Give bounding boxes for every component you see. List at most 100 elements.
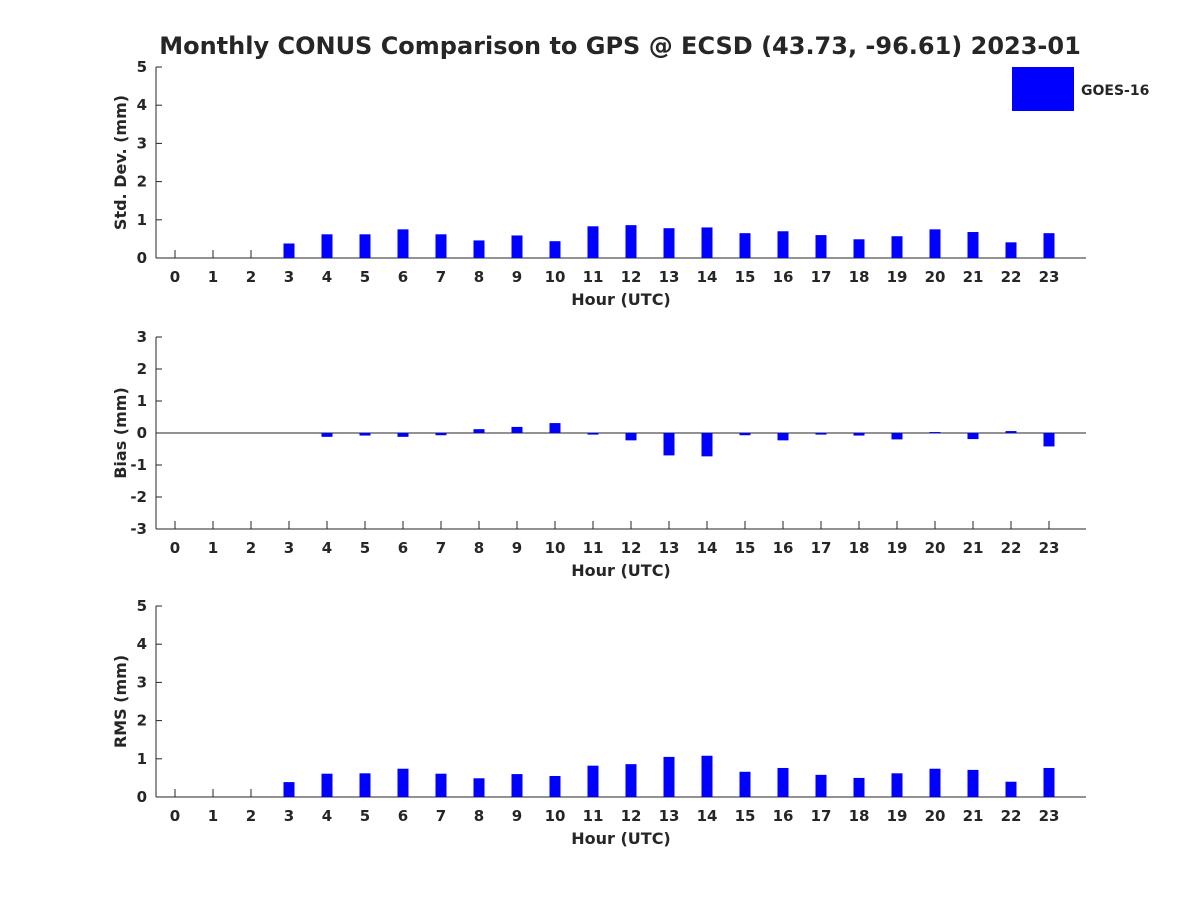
legend-swatch: [1012, 67, 1074, 111]
x-tick-label: 16: [773, 807, 794, 825]
x-tick-label: 6: [398, 268, 408, 286]
x-tick-label: 12: [621, 539, 642, 557]
bar-hour-5: [359, 773, 371, 797]
x-tick-label: 7: [436, 268, 446, 286]
bar-hour-14: [701, 433, 713, 457]
bar-hour-14: [701, 227, 713, 258]
bar-hour-10: [549, 775, 561, 797]
bar-hour-4: [321, 433, 333, 437]
bar-hour-7: [435, 433, 447, 436]
bar-hour-19: [891, 236, 903, 258]
x-tick-label: 8: [474, 268, 484, 286]
x-tick-label: 0: [170, 268, 180, 286]
legend-label: GOES-16: [1081, 83, 1149, 99]
bar-hour-20: [929, 432, 941, 434]
x-tick-label: 15: [735, 539, 756, 557]
bar-hour-18: [853, 777, 865, 797]
bar-hour-3: [283, 243, 295, 258]
x-tick-label: 13: [659, 268, 680, 286]
bar-hour-9: [511, 426, 523, 433]
bar-hour-20: [929, 768, 941, 797]
x-tick-label: 22: [1001, 268, 1022, 286]
x-tick-label: 17: [811, 268, 832, 286]
bar-hour-4: [321, 773, 333, 797]
x-tick-label: 18: [849, 807, 870, 825]
y-tick-label: 3: [137, 673, 147, 691]
x-tick-label: 11: [583, 807, 604, 825]
y-tick-label: 5: [137, 58, 147, 76]
bar-hour-8: [473, 429, 485, 433]
bar-hour-12: [625, 433, 637, 441]
bar-hour-6: [397, 229, 409, 258]
x-tick-label: 10: [545, 539, 566, 557]
x-tick-label: 8: [474, 539, 484, 557]
x-tick-label: 12: [621, 807, 642, 825]
y-tick-label: 4: [137, 635, 147, 653]
x-tick-label: 18: [849, 539, 870, 557]
x-tick-label: 20: [925, 539, 946, 557]
x-tick-label: 19: [887, 807, 908, 825]
x-tick-label: 20: [925, 807, 946, 825]
x-axis-label: Hour (UTC): [571, 561, 671, 580]
bar-hour-23: [1043, 233, 1055, 258]
bar-hour-7: [435, 234, 447, 258]
y-tick-label: 0: [137, 249, 147, 267]
bar-hour-21: [967, 232, 979, 258]
y-tick-label: 1: [137, 211, 147, 229]
x-tick-label: 1: [208, 807, 218, 825]
x-tick-label: 21: [963, 539, 984, 557]
x-tick-label: 23: [1039, 807, 1060, 825]
y-tick-label: 2: [137, 712, 147, 730]
bar-hour-9: [511, 235, 523, 258]
x-tick-label: 5: [360, 539, 370, 557]
y-axis-label: Std. Dev. (mm): [111, 95, 130, 230]
bar-hour-9: [511, 774, 523, 797]
x-tick-label: 13: [659, 539, 680, 557]
bar-hour-17: [815, 433, 827, 435]
x-tick-label: 10: [545, 268, 566, 286]
x-tick-label: 23: [1039, 539, 1060, 557]
bar-hour-5: [359, 433, 371, 436]
bar-hour-15: [739, 771, 751, 797]
legend: GOES-16: [1012, 67, 1149, 111]
x-axis-label: Hour (UTC): [571, 829, 671, 848]
x-tick-label: 1: [208, 268, 218, 286]
y-tick-label: 0: [137, 788, 147, 806]
y-tick-label: 2: [137, 360, 147, 378]
x-tick-label: 14: [697, 539, 718, 557]
bar-hour-5: [359, 234, 371, 258]
x-tick-label: 0: [170, 807, 180, 825]
x-tick-label: 9: [512, 539, 522, 557]
bar-hour-11: [587, 433, 599, 435]
x-tick-label: 3: [284, 268, 294, 286]
y-tick-label: -1: [130, 456, 147, 474]
bar-hour-8: [473, 778, 485, 797]
bar-hour-18: [853, 239, 865, 258]
bar-hour-17: [815, 235, 827, 258]
y-tick-label: -3: [130, 520, 147, 538]
bar-hour-21: [967, 433, 979, 440]
x-tick-label: 2: [246, 539, 256, 557]
x-tick-label: 15: [735, 268, 756, 286]
bar-hour-23: [1043, 433, 1055, 447]
bar-hour-19: [891, 773, 903, 797]
x-tick-label: 19: [887, 268, 908, 286]
x-tick-label: 6: [398, 539, 408, 557]
bar-hour-14: [701, 755, 713, 797]
y-axis-label: Bias (mm): [111, 387, 130, 479]
y-tick-label: -2: [130, 488, 147, 506]
x-tick-label: 12: [621, 268, 642, 286]
x-tick-label: 11: [583, 539, 604, 557]
x-tick-label: 7: [436, 807, 446, 825]
x-tick-label: 2: [246, 807, 256, 825]
bar-hour-10: [549, 241, 561, 258]
x-tick-label: 21: [963, 807, 984, 825]
x-tick-label: 9: [512, 268, 522, 286]
y-tick-label: 1: [137, 392, 147, 410]
x-axis-label: Hour (UTC): [571, 290, 671, 309]
x-tick-label: 23: [1039, 268, 1060, 286]
x-tick-label: 0: [170, 539, 180, 557]
